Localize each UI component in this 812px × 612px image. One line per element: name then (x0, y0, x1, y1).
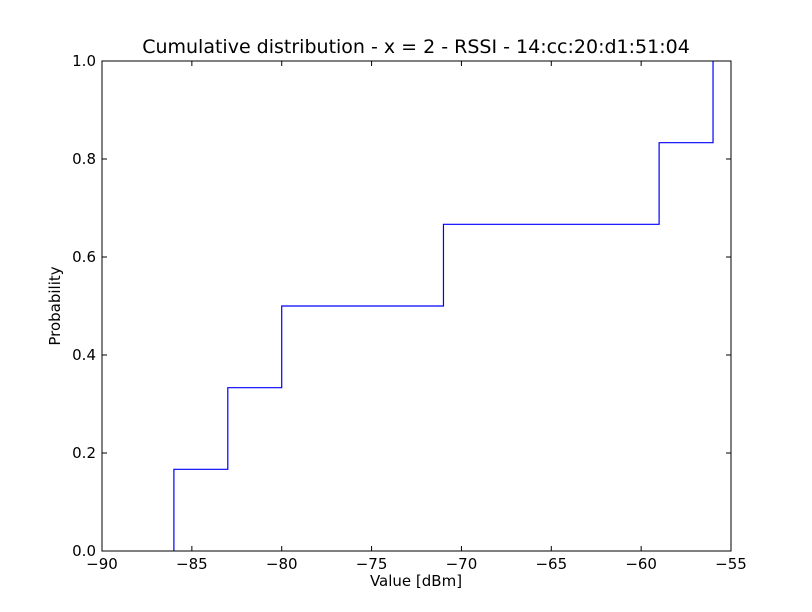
x-tick-label: −85 (176, 555, 208, 573)
x-tick-label: −55 (715, 555, 747, 573)
y-tick-label: 0.8 (72, 150, 96, 168)
x-axis-label: Value [dBm] (370, 572, 462, 590)
x-tick-label: −80 (266, 555, 298, 573)
plot-area: −90 −85 −80 −75 −70 −65 −60 −55 0.0 0.2 0.4 0.6 0.8 1… (72, 52, 747, 573)
chart-title: Cumulative distribution - x = 2 - RSSI -… (142, 36, 690, 58)
x-tick-label: −90 (86, 555, 118, 573)
y-axis-label: Probability (46, 266, 64, 345)
plot-frame (101, 60, 732, 552)
x-tick-label: −65 (535, 555, 567, 573)
x-tick-label: −75 (356, 555, 388, 573)
series-line-1 (173, 61, 714, 551)
x-tick-label: −60 (625, 555, 657, 573)
x-tick-label: −70 (446, 555, 478, 573)
y-tick-label: 0.0 (72, 542, 96, 560)
y-tick-label: 0.4 (72, 346, 96, 364)
y-tick-label: 0.6 (72, 248, 96, 266)
y-tick-label: 0.2 (72, 444, 96, 462)
y-tick-label: 1.0 (72, 52, 96, 70)
